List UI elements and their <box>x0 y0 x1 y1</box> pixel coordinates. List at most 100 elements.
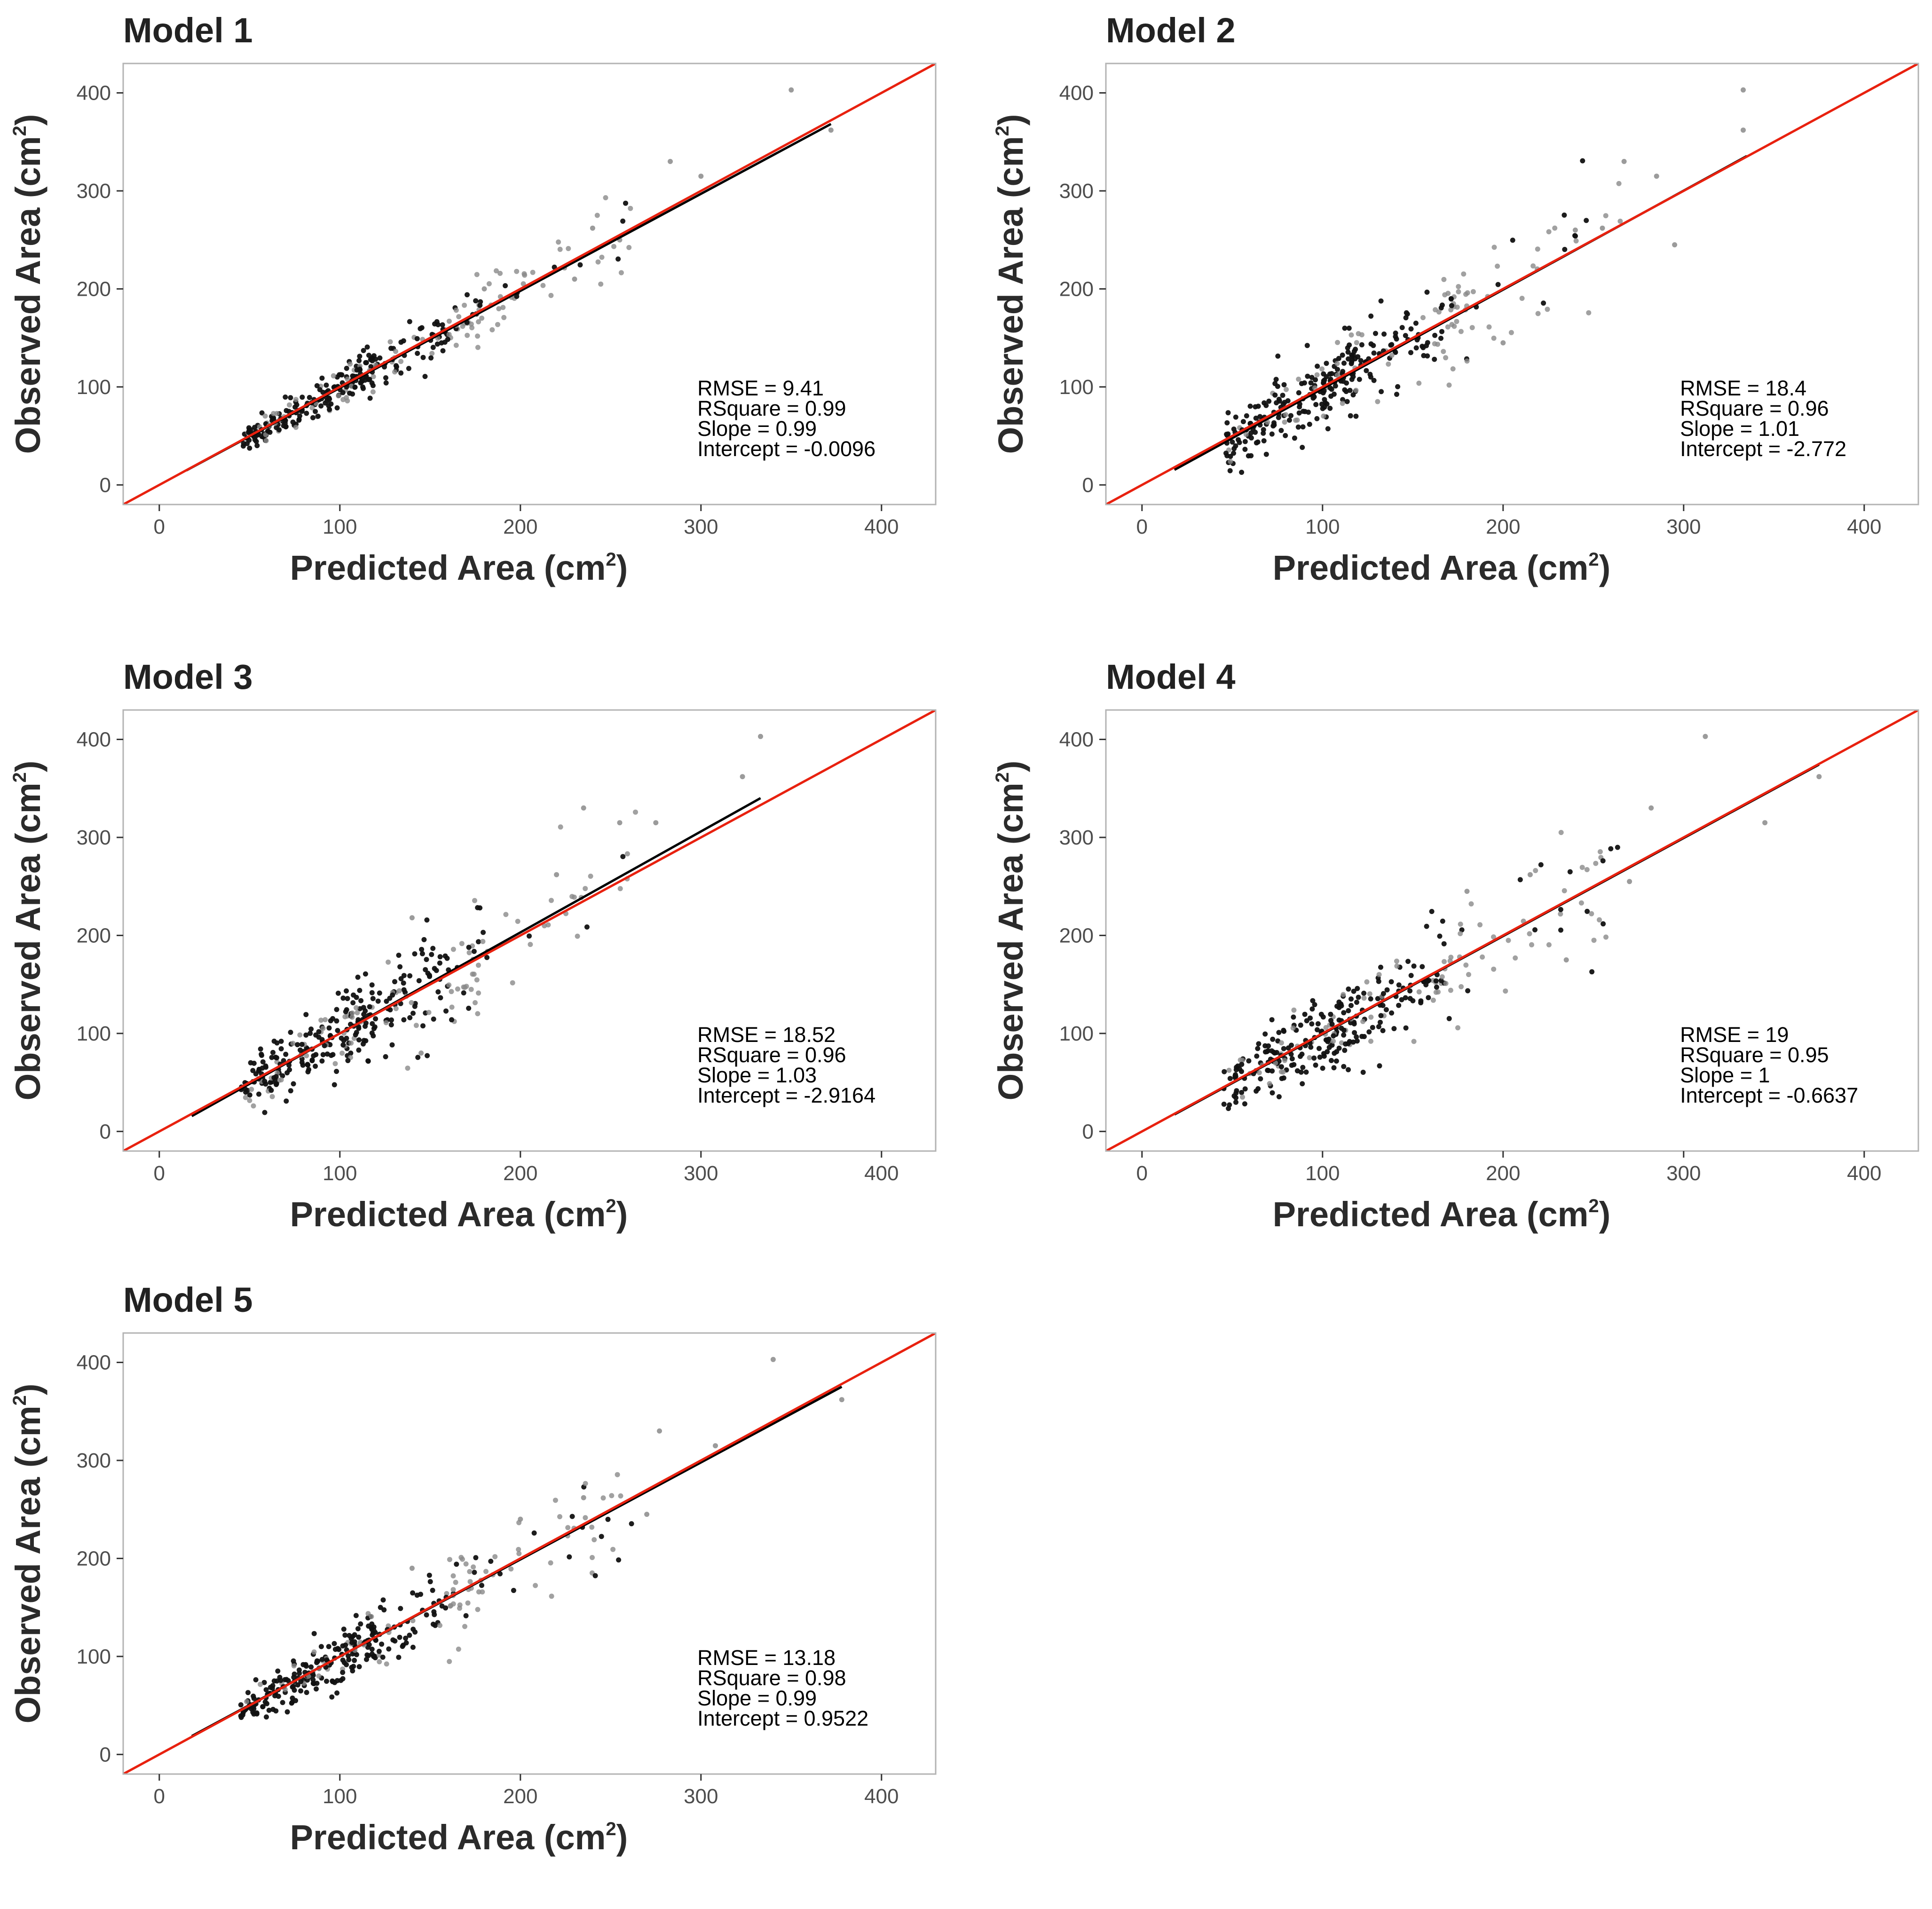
data-point <box>369 1626 375 1632</box>
data-point <box>284 408 289 413</box>
data-point <box>1355 986 1360 991</box>
data-point <box>1480 954 1485 960</box>
data-point <box>1616 181 1622 186</box>
data-point <box>398 339 404 345</box>
data-point <box>1231 446 1237 451</box>
data-point <box>1351 988 1356 994</box>
y-tick-label: 200 <box>77 1547 111 1570</box>
data-point <box>1368 1039 1373 1044</box>
data-point <box>1361 990 1367 996</box>
data-point <box>1424 289 1430 295</box>
data-point <box>479 1583 484 1588</box>
data-point <box>1384 987 1390 993</box>
data-point <box>1346 1067 1351 1073</box>
outlier-point <box>1563 957 1569 962</box>
x-axis-label-close: ) <box>616 1195 628 1234</box>
data-point <box>371 1653 377 1659</box>
panel-title: Model 3 <box>123 657 252 696</box>
y-tick-label: 300 <box>1059 180 1094 203</box>
data-point <box>617 886 623 891</box>
data-point <box>1284 387 1289 392</box>
outlier-point <box>1762 820 1768 826</box>
data-point <box>434 341 440 347</box>
data-point <box>616 1557 622 1563</box>
data-point <box>583 1481 588 1486</box>
data-point <box>1378 1019 1383 1025</box>
data-point <box>1305 373 1310 379</box>
data-point <box>1243 432 1249 437</box>
data-point <box>336 1647 342 1652</box>
data-point <box>260 1065 265 1071</box>
data-point <box>610 1546 616 1552</box>
data-point <box>618 270 624 276</box>
data-point <box>1239 1062 1245 1067</box>
data-point <box>620 854 626 860</box>
data-point <box>318 403 324 409</box>
data-point <box>361 1005 366 1010</box>
data-point <box>1343 1041 1348 1047</box>
data-point <box>406 366 411 371</box>
data-point <box>1262 1049 1268 1055</box>
data-point <box>1408 973 1414 978</box>
data-point <box>1448 987 1453 993</box>
data-point <box>468 986 474 992</box>
data-point <box>384 999 389 1004</box>
data-point <box>1399 325 1405 331</box>
data-point <box>1426 995 1431 1001</box>
data-point <box>348 1040 354 1046</box>
data-point <box>1438 336 1443 341</box>
data-point <box>1463 962 1469 968</box>
data-point <box>1495 263 1500 269</box>
data-point <box>1343 389 1349 394</box>
data-point <box>1317 1046 1322 1051</box>
data-point <box>1573 238 1579 244</box>
stats-line: Slope = 1.03 <box>697 1063 817 1087</box>
data-point <box>1255 403 1261 409</box>
x-tick-label: 200 <box>1486 1162 1520 1185</box>
data-point <box>1348 1003 1354 1008</box>
data-point <box>1359 332 1364 338</box>
data-point <box>323 1017 328 1023</box>
data-point <box>592 1573 598 1578</box>
data-point <box>418 1592 423 1597</box>
data-point <box>510 980 515 986</box>
data-point <box>354 1030 359 1035</box>
data-point <box>528 942 533 947</box>
outlier-point <box>1648 805 1654 811</box>
data-point <box>415 1055 421 1060</box>
data-point <box>1298 1069 1304 1075</box>
data-point <box>1340 401 1345 406</box>
y-axis-label: Observed Area (cm2) <box>8 114 47 454</box>
data-point <box>1300 1065 1306 1070</box>
data-point <box>278 1077 284 1083</box>
data-point <box>450 1573 456 1578</box>
data-point <box>1348 361 1354 366</box>
data-point <box>350 1634 355 1640</box>
data-point <box>595 259 601 265</box>
data-point <box>373 356 379 362</box>
data-point <box>319 375 325 381</box>
data-point <box>1538 862 1544 868</box>
data-point <box>480 939 486 944</box>
data-point <box>1381 331 1387 337</box>
data-point <box>1360 1070 1366 1075</box>
data-point <box>465 292 470 298</box>
data-point <box>440 348 446 354</box>
data-point <box>1281 1075 1286 1081</box>
data-point <box>283 394 288 400</box>
data-point <box>1320 1065 1325 1071</box>
data-point <box>260 1059 266 1065</box>
data-point <box>476 319 481 324</box>
data-point <box>620 218 626 224</box>
data-point <box>516 1546 521 1552</box>
data-point <box>422 374 428 379</box>
data-point <box>377 990 382 996</box>
data-point <box>1346 1008 1351 1013</box>
data-point <box>419 325 425 331</box>
data-point <box>1469 325 1475 331</box>
data-point <box>1354 1000 1359 1005</box>
data-point <box>253 1071 259 1077</box>
data-point <box>278 1039 284 1044</box>
y-tick-label: 400 <box>77 728 111 751</box>
data-point <box>1312 1002 1317 1008</box>
